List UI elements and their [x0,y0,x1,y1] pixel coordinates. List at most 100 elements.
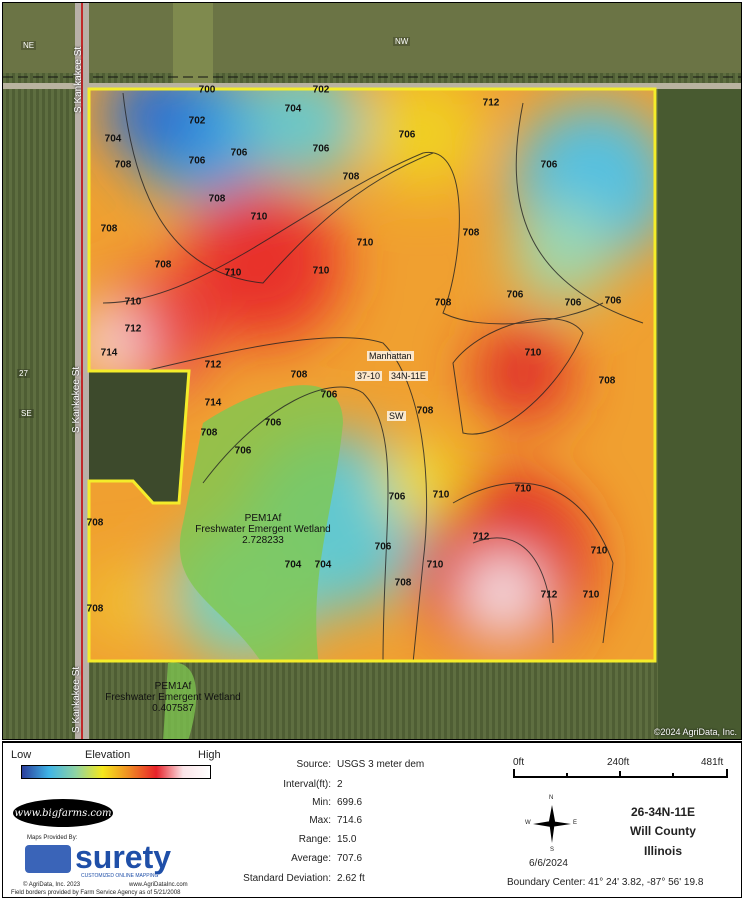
contour-label: 702 [188,115,206,127]
provided-by: Maps Provided By: [27,835,78,841]
surety-logo: surety [75,839,172,875]
contour-label: 706 [320,389,338,401]
legend-panel: Low Elevation High www.bigfarms.com Maps… [2,741,742,898]
contour-label: 712 [482,97,500,109]
average-value: 707.6 [337,853,363,864]
contour-label: 706 [374,541,392,553]
compass-rose-icon [533,805,571,843]
contour-label: 708 [416,405,434,417]
contour-label: 710 [312,265,330,277]
wetland-label: PEM1Af Freshwater Emergent Wetland 2.72823… [195,513,331,546]
map-copyright: ©2024 AgriData, Inc. [653,727,737,737]
direction-ne: NE [21,41,37,50]
bigfarms-logo: www.bigfarms.com [13,799,113,827]
range-label: 34N-11E [389,371,428,381]
township-label: Manhattan [367,351,414,361]
contour-label: 714 [204,397,222,409]
section-number: 27 [17,369,30,378]
contour-label: 708 [598,375,616,387]
contour-label: 710 [124,296,142,308]
scale-end: 481ft [701,757,724,768]
interval-value: 2 [337,779,343,790]
contour-label: 702 [312,84,330,96]
average-label: Average: [291,853,331,864]
contour-label: 704 [284,559,302,571]
contour-label: 706 [234,445,252,457]
stddev-label: Standard Deviation: [243,873,331,884]
scale-bar [513,769,728,778]
contour-label: 708 [342,171,360,183]
contour-label: 712 [472,531,490,543]
min-value: 699.6 [337,797,363,808]
road-label: S Kankakee St [73,46,84,113]
direction-sw: SW [387,411,406,421]
contour-label: 704 [284,103,302,115]
contour-label: 710 [582,589,600,601]
contour-label: 708 [200,427,218,439]
road-label: S Kankakee St [71,366,82,433]
contour-label: 708 [208,193,226,205]
section-label: 37-10 [355,371,383,381]
source-label: Source: [296,759,331,770]
interval-label: Interval(ft): [283,779,331,790]
range-label: Range: [298,834,331,845]
contour-label: 708 [434,297,452,309]
globe-icon [25,845,71,873]
contour-label: 708 [290,369,308,381]
contour-label: 706 [604,295,622,307]
contour-label: 710 [426,559,444,571]
contour-label: 710 [524,347,542,359]
contour-label: 706 [230,147,248,159]
contour-label: 714 [100,347,118,359]
scale-start: 0ft [513,757,525,768]
contour-label: 712 [124,323,142,335]
compass-s: S [550,847,555,853]
compass-w: W [525,820,531,826]
contour-label: 704 [314,559,332,571]
map-date: 6/6/2024 [529,858,568,869]
contour-label: 704 [104,133,122,145]
range-value: 15.0 [337,834,357,845]
contour-label: 706 [540,159,558,171]
contour-label: 708 [100,223,118,235]
compass-e: E [573,820,578,826]
contour-label: 706 [506,289,524,301]
max-value: 714.6 [337,815,363,826]
boundary-center: Boundary Center: 41° 24' 3.82, -87° 56' … [507,877,704,888]
contour-label: 706 [188,155,206,167]
source-value: USGS 3 meter dem [337,759,425,770]
contour-label: 710 [514,483,532,495]
fsa-note: Field borders provided by Farm Service A… [11,890,181,896]
legend-high: High [198,749,221,761]
contour-label: 708 [394,577,412,589]
stddev-value: 2.62 ft [337,873,365,884]
scale-mid: 240ft [607,757,630,768]
contour-label: 700 [198,84,216,96]
field-boundary [87,87,657,663]
contour-label: 708 [114,159,132,171]
contour-label: 706 [312,143,330,155]
agridata-url: www.AgriDataInc.com [129,882,188,888]
elevation-map[interactable]: 700 702 702 704 704 706 706 706 706 708 708 708 708 7… [2,2,742,740]
contour-label: 710 [432,489,450,501]
contour-label: 710 [250,211,268,223]
compass-n: N [549,795,554,801]
contour-label: 712 [540,589,558,601]
max-label: Max: [309,815,331,826]
location-section: 26-34N-11E [630,805,696,819]
contour-label: 708 [86,517,104,529]
direction-nw: NW [393,37,411,46]
contour-label: 708 [154,259,172,271]
contour-label: 706 [564,297,582,309]
min-label: Min: [312,797,331,808]
legend-title: Elevation [85,749,131,761]
contour-label: 712 [204,359,222,371]
contour-label: 710 [224,267,242,279]
contour-label: 710 [590,545,608,557]
wetland-label: PEM1Af Freshwater Emergent Wetland 0.40758… [105,681,241,714]
elevation-color-ramp [21,765,211,779]
agridata-copyright: © AgriData, Inc. 2023 [23,882,81,888]
surety-tagline: CUSTOMIZED ONLINE MAPPING [81,873,159,879]
contour-label: 708 [86,603,104,615]
contour-label: 706 [388,491,406,503]
